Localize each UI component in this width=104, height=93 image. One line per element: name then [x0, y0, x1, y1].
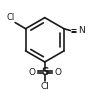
Text: N: N	[78, 26, 85, 35]
Text: O: O	[54, 68, 61, 77]
Text: S: S	[41, 67, 48, 77]
Text: Cl: Cl	[6, 13, 15, 22]
Text: O: O	[28, 68, 35, 77]
Text: Cl: Cl	[40, 82, 49, 91]
